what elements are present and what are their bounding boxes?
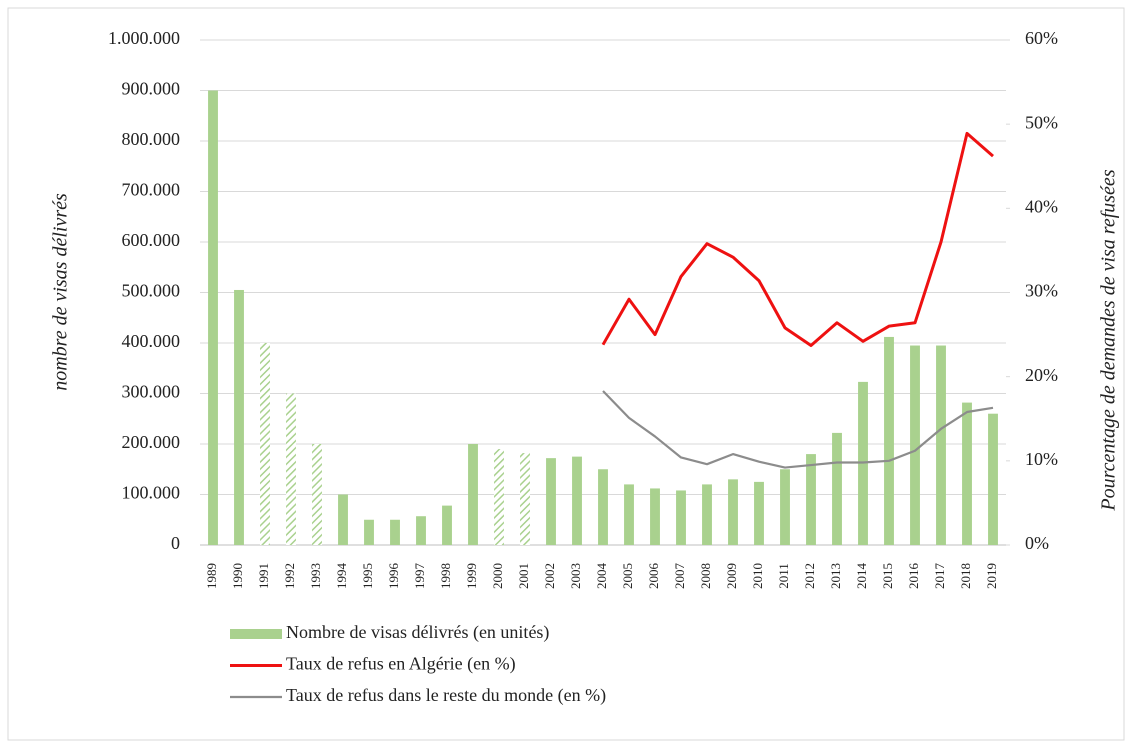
y-tick-label: 300.000 [122,382,181,402]
y2-tick-label: 40% [1025,196,1058,216]
legend-label: Taux de refus en Algérie (en %) [286,654,516,675]
x-tick-label: 1991 [256,563,271,589]
y2-tick-label: 60% [1025,28,1058,48]
y-tick-label: 100.000 [122,483,181,503]
y2-tick-label: 50% [1025,112,1058,132]
x-tick-label: 2001 [516,563,531,589]
bar [338,494,348,545]
bar [676,490,686,545]
y-tick-label: 800.000 [122,129,181,149]
x-tick-label: 2000 [490,563,505,589]
bar [598,469,608,545]
x-tick-label: 1995 [360,563,375,589]
x-tick-label: 2013 [828,563,843,589]
bar [390,519,400,545]
bar [728,479,738,545]
bar [962,402,972,545]
y-tick-label: 1.000.000 [108,28,180,48]
bar [494,449,504,545]
bar [650,488,660,545]
y-tick-label: 200.000 [122,432,181,452]
x-tick-label: 2011 [776,563,791,589]
x-tick-label: 1998 [438,563,453,589]
x-tick-label: 2004 [594,563,609,590]
x-tick-label: 2019 [984,563,999,589]
line [602,390,994,469]
bar [910,345,920,545]
y2-tick-label: 10% [1025,449,1058,469]
bar [806,454,816,545]
x-tick-label: 2002 [542,563,557,589]
x-tick-label: 2017 [932,563,947,590]
bar [208,90,218,545]
x-tick-label: 2014 [854,563,869,590]
bar [364,519,374,545]
x-tick-label: 2015 [880,563,895,589]
bar [936,345,946,545]
bar [546,458,556,545]
bar [832,432,842,545]
x-tick-label: 2012 [802,563,817,589]
x-tick-label: 2016 [906,563,921,590]
y2-tick-label: 0% [1025,533,1049,553]
legend-label: Nombre de visas délivrés (en unités) [286,622,549,643]
x-tick-label: 2003 [568,563,583,589]
y-tick-label: 400.000 [122,331,181,351]
bar [884,336,894,545]
y-tick-label: 0 [171,533,180,553]
y-tick-label: 500.000 [122,281,181,301]
bar [624,484,634,545]
x-tick-label: 1999 [464,563,479,589]
legend-label: Taux de refus dans le reste du monde (en… [286,685,606,706]
y2-tick-label: 20% [1025,365,1058,385]
x-tick-label: 1994 [334,563,349,590]
bar [754,481,764,545]
x-tick-label: 2008 [698,563,713,589]
chart-frame [7,7,1125,741]
x-tick-label: 2006 [646,563,661,590]
bar [702,484,712,545]
x-tick-label: 2007 [672,563,687,590]
bar [780,469,790,545]
y2-tick-label: 30% [1025,281,1058,301]
bar [260,343,270,545]
x-tick-label: 1989 [204,563,219,589]
y-axis-title: nombre de visas délivrés [50,193,72,391]
bar [572,456,582,545]
x-tick-label: 2010 [750,563,765,589]
bar [442,505,452,545]
x-tick-label: 2009 [724,563,739,589]
x-tick-label: 2018 [958,563,973,589]
x-tick-label: 1993 [308,563,323,589]
x-tick-label: 1997 [412,563,427,590]
y2-axis-title: Pourcentage de demandes de visa refusées [1098,169,1120,511]
bar [312,444,322,545]
y-tick-label: 900.000 [122,79,181,99]
y-tick-label: 700.000 [122,180,181,200]
x-tick-label: 1992 [282,563,297,589]
bar [988,413,998,545]
x-tick-label: 1990 [230,563,245,589]
x-tick-label: 1996 [386,563,401,590]
bar [234,289,244,545]
bar [520,453,530,545]
bar [468,444,478,545]
x-tick-label: 2005 [620,563,635,589]
bar [416,516,426,545]
legend-swatch [230,629,282,639]
line [601,131,994,348]
bar [286,393,296,545]
y-tick-label: 600.000 [122,230,181,250]
